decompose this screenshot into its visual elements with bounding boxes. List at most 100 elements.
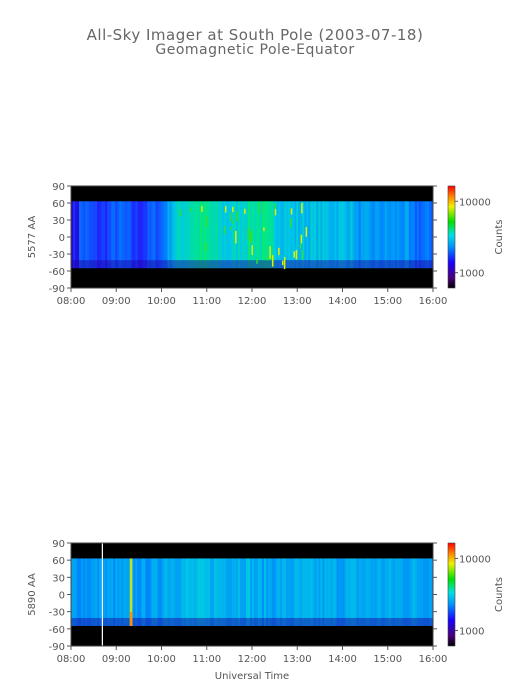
heatmap-cell (394, 558, 398, 626)
heatmap-cell (141, 558, 144, 626)
heatmap-cell (258, 201, 261, 269)
heatmap-cell (213, 558, 217, 626)
aurora-spot (235, 230, 237, 244)
x-tick-label: 08:00 (57, 296, 86, 307)
heatmap-cell (274, 558, 277, 626)
heatmap-cell (223, 558, 227, 626)
colorbar-label: Counts (494, 577, 505, 612)
heatmap-cell (87, 201, 90, 269)
heatmap-cell (233, 558, 237, 626)
y-tick-label: 30 (52, 573, 65, 584)
heatmap-cell (143, 558, 146, 626)
heatmap-cell (256, 201, 259, 269)
colorbar (447, 185, 456, 289)
heatmap-cell (237, 201, 241, 269)
heatmap-cell (121, 201, 124, 269)
heatmap-cell (121, 558, 124, 626)
heatmap-band (71, 543, 434, 646)
heatmap-cell (304, 201, 307, 269)
x-tick-label: 11:00 (192, 296, 221, 307)
heatmap-cell (272, 201, 275, 269)
aurora-spot (263, 227, 265, 232)
heatmap-cell (402, 201, 406, 269)
aurora-spot (229, 212, 232, 222)
heatmap-cell (420, 201, 424, 269)
heatmap-cell (326, 201, 329, 269)
heatmap-cell (249, 558, 253, 626)
y-tick-label: -90 (49, 284, 65, 295)
heatmap-cell (288, 558, 291, 626)
heatmap-cell (416, 558, 420, 626)
x-tick-label: 15:00 (373, 654, 402, 665)
heatmap-cell (306, 201, 309, 269)
heatmap-cell (262, 558, 265, 626)
heatmap-cell (235, 558, 239, 626)
heatmap-cell (402, 558, 406, 626)
aurora-spot (301, 250, 304, 260)
heatmap-cell (93, 558, 96, 626)
heatmap-cell (330, 201, 333, 269)
heatmap-cell (111, 558, 114, 626)
heatmap-cell (396, 201, 400, 269)
heatmap-cell (348, 201, 351, 269)
heatmap-cell (231, 558, 235, 626)
heatmap-cell (91, 201, 94, 269)
y-tick-label: 0 (59, 591, 65, 602)
heatmap-cell (159, 201, 162, 269)
x-tick-label: 14:00 (328, 654, 357, 665)
heatmap-cell (294, 558, 297, 626)
heatmap-cell (314, 558, 317, 626)
heatmap-cell (207, 558, 211, 626)
heatmap-cell (197, 201, 201, 269)
heatmap-cell (123, 558, 126, 626)
heatmap-cell (372, 558, 376, 626)
heatmap-cell (384, 201, 388, 269)
heatmap-cell (203, 201, 207, 269)
heatmap-edge (71, 617, 433, 626)
aurora-spot (244, 208, 246, 214)
heatmap-cell (211, 201, 215, 269)
heatmap-cell (229, 201, 233, 269)
heatmap-cell (161, 558, 164, 626)
heatmap-cell (149, 201, 152, 269)
heatmap-cell (292, 201, 295, 269)
heatmap-cell (131, 558, 134, 626)
heatmap-cell (211, 558, 215, 626)
heatmap-cell (177, 201, 180, 269)
heatmap-cell (270, 558, 273, 626)
heatmap-cell (81, 201, 84, 269)
heatmap-cell (85, 201, 88, 269)
colorbar-label: Counts (494, 220, 505, 255)
heatmap-cell (290, 201, 293, 269)
aurora-spot (305, 227, 308, 237)
aurora-spot (281, 260, 284, 266)
aurora-spot (256, 258, 258, 264)
heatmap-cell (169, 558, 172, 626)
heatmap-cell (109, 201, 112, 269)
heatmap-cell (374, 201, 378, 269)
heatmap-cell (258, 558, 261, 626)
heatmap-cell (81, 558, 84, 626)
heatmap-cell (181, 201, 185, 269)
aurora-spot (269, 246, 271, 259)
heatmap-cell (340, 201, 343, 269)
heatmap-cell (189, 558, 193, 626)
heatmap-cell (296, 558, 299, 626)
heatmap-cell (113, 558, 116, 626)
heatmap-cell (360, 201, 364, 269)
heatmap-cell (199, 201, 203, 269)
heatmap-cell (392, 201, 396, 269)
heatmap-cell (364, 558, 368, 626)
heatmap-cell (117, 558, 120, 626)
heatmap-band (71, 201, 434, 270)
heatmap-cell (422, 558, 426, 626)
heatmap-cell (386, 558, 390, 626)
heatmap-cell (386, 201, 390, 269)
heatmap-cell (376, 201, 380, 269)
heatmap-cell (193, 201, 197, 269)
x-tick-label: 13:00 (283, 296, 312, 307)
heatmap-cell (143, 201, 146, 269)
heatmap-cell (111, 201, 114, 269)
heatmap-cell (338, 201, 341, 269)
heatmap-cell (205, 558, 209, 626)
